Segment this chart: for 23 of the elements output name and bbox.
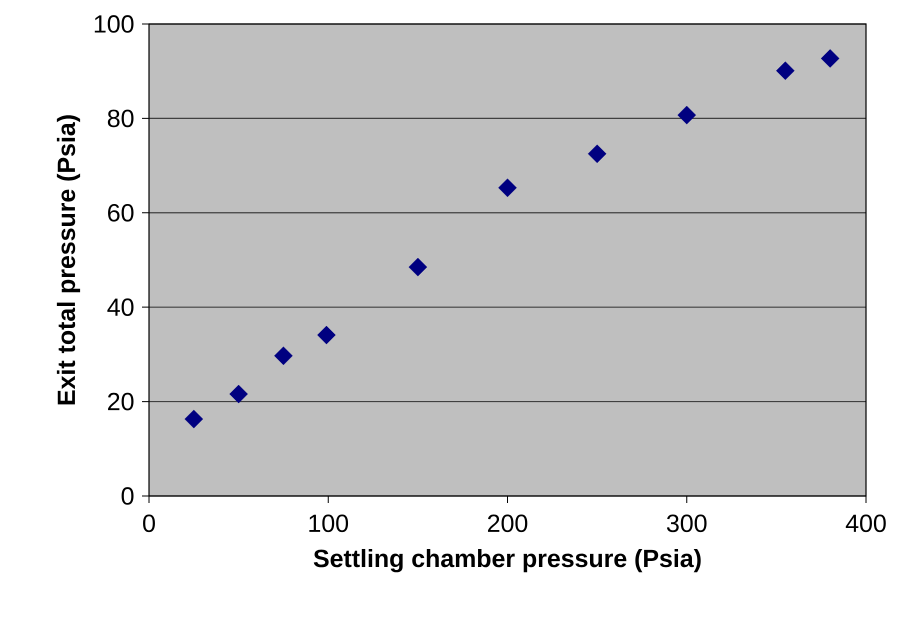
point — [588, 144, 606, 164]
point — [776, 61, 795, 80]
x-tick-label: 300 — [666, 514, 707, 532]
x-tick-label: 400 — [846, 514, 886, 532]
point — [678, 106, 696, 124]
point — [408, 258, 428, 276]
x-tick-label: 0 — [143, 514, 155, 532]
x-tick-label: 100 — [309, 514, 348, 532]
point — [317, 326, 336, 344]
point — [229, 384, 248, 404]
point — [184, 410, 204, 428]
y-tick-label: 60 — [108, 204, 134, 222]
y-tick-label: 40 — [107, 298, 134, 316]
x-tick-label: 200 — [488, 514, 528, 532]
y-tick-label: 80 — [108, 110, 134, 128]
point — [274, 346, 293, 366]
y-tick-label: 0 — [122, 487, 134, 505]
x-axis-title: Settling chamber pressure (Psia) — [314, 548, 701, 572]
point — [820, 49, 840, 68]
y-axis-title: Exit total pressure (Psia) — [56, 115, 80, 404]
y-tick-label: 20 — [108, 392, 134, 410]
y-tick-label: 100 — [94, 15, 134, 33]
point — [498, 178, 517, 198]
